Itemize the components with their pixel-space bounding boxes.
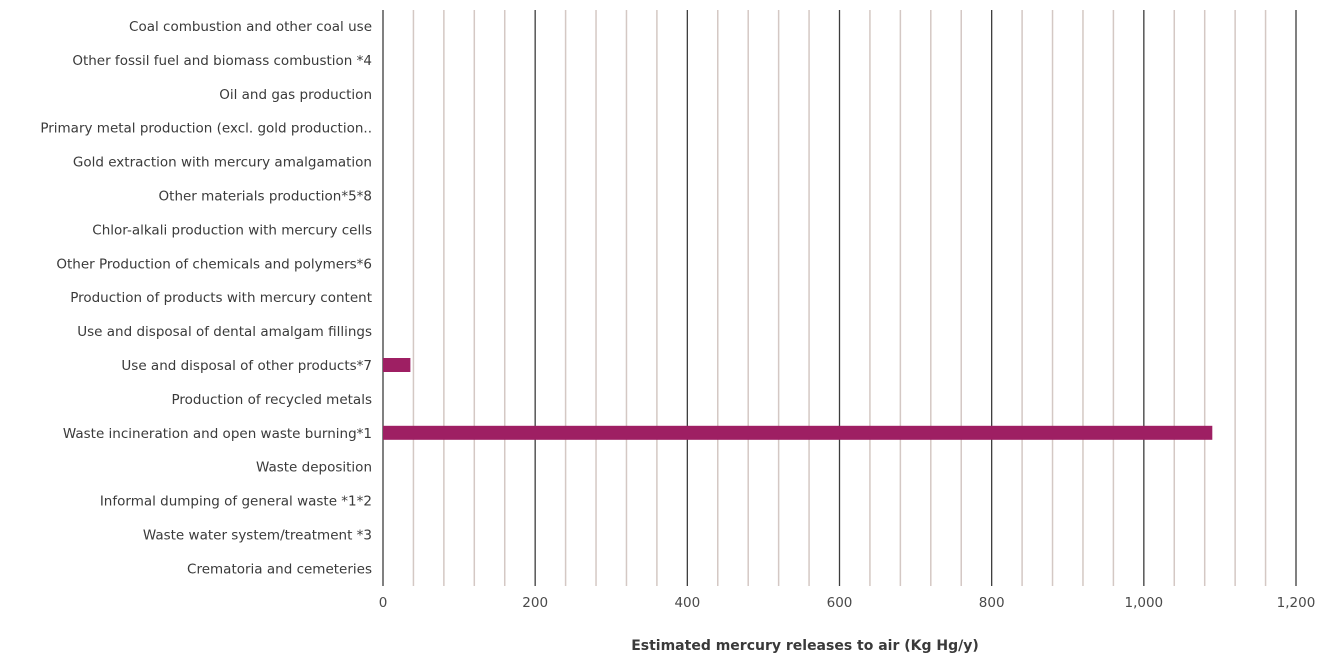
category-label: Waste incineration and open waste burnin… — [63, 426, 372, 442]
x-tick-label: 1,000 — [1125, 595, 1164, 611]
category-label: Other materials production*5*8 — [159, 189, 372, 205]
category-label: Gold extraction with mercury amalgamatio… — [73, 155, 372, 171]
category-label: Waste deposition — [256, 460, 372, 476]
category-label: Chlor-alkali production with mercury cel… — [92, 222, 372, 238]
category-label: Crematoria and cemeteries — [187, 561, 372, 577]
category-label: Coal combustion and other coal use — [129, 19, 372, 35]
category-label: Waste water system/treatment *3 — [143, 528, 372, 544]
x-tick-labels: 0 200 400 600 800 1,000 1,200 — [379, 595, 1316, 611]
bar — [383, 425, 1213, 440]
category-label: Production of recycled metals — [171, 392, 372, 408]
x-tick-label: 400 — [674, 595, 700, 611]
x-tick-label: 800 — [979, 595, 1005, 611]
category-label: Use and disposal of dental amalgam filli… — [77, 324, 372, 340]
x-axis-title: Estimated mercury releases to air (Kg Hg… — [631, 638, 979, 654]
gridlines — [382, 10, 1297, 586]
category-label: Other fossil fuel and biomass combustion… — [72, 53, 372, 69]
x-tick-label: 1,200 — [1277, 595, 1316, 611]
category-label: Production of products with mercury cont… — [70, 290, 372, 306]
category-label: Use and disposal of other products*7 — [121, 358, 372, 374]
x-tick-label: 600 — [827, 595, 853, 611]
x-tick-label: 200 — [522, 595, 548, 611]
category-label: Primary metal production (excl. gold pro… — [40, 121, 372, 137]
category-label: Informal dumping of general waste *1*2 — [100, 494, 372, 510]
category-label: Other Production of chemicals and polyme… — [56, 256, 372, 272]
bars — [383, 358, 1213, 440]
bar — [383, 358, 411, 372]
category-labels: Coal combustion and other coal use Other … — [40, 19, 372, 577]
x-tick-label: 0 — [379, 595, 388, 611]
category-label: Oil and gas production — [219, 87, 372, 103]
